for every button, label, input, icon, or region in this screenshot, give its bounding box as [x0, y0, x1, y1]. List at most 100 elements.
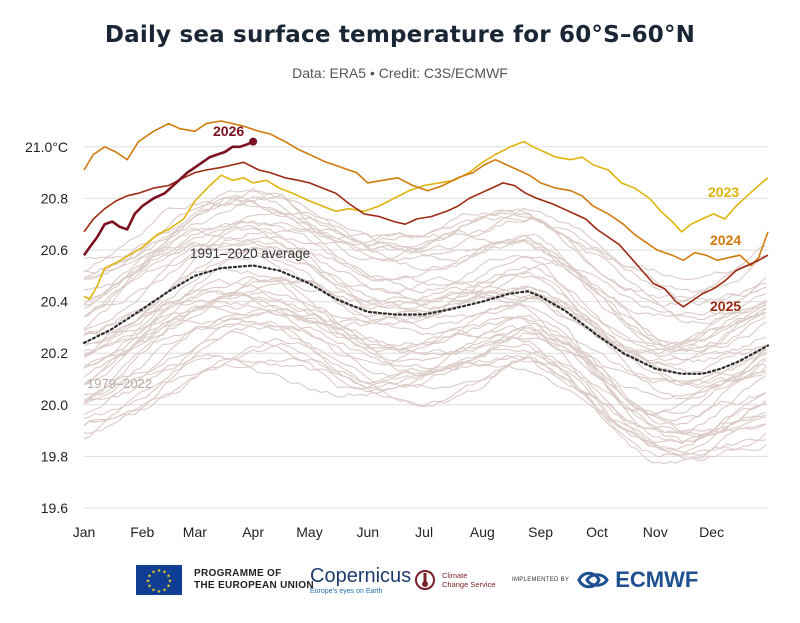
background-year-line: [83, 211, 767, 352]
background-year-line: [83, 310, 767, 458]
background-year-line: [83, 271, 767, 376]
series-line-2025: [83, 161, 769, 308]
y-tick-label: 19.8: [41, 448, 68, 464]
ecmwf-wordmark: ECMWF: [615, 567, 699, 592]
x-tick-label: Feb: [130, 524, 154, 540]
background-year-line: [83, 200, 767, 308]
eu-programme-text: PROGRAMME OF THE EUROPEAN UNION: [194, 568, 314, 592]
label-2025: 2025: [710, 298, 741, 314]
background-year-line: [83, 228, 767, 346]
ccs-text: Climate Change Service: [442, 571, 495, 589]
svg-text:★: ★: [157, 589, 162, 595]
svg-text:★: ★: [146, 579, 151, 585]
svg-text:★: ★: [166, 584, 171, 590]
background-year-line: [83, 299, 767, 415]
background-year-line: [83, 241, 767, 347]
x-tick-label: Jan: [73, 524, 96, 540]
ccs-line-2: Change Service: [442, 580, 496, 589]
series-line-2024: [83, 120, 769, 267]
svg-text:★: ★: [157, 568, 162, 574]
background-year-line: [83, 189, 767, 281]
background-year-line: [83, 276, 767, 385]
ecmwf-swirl-icon: [577, 571, 609, 589]
x-tick-label: Aug: [470, 524, 495, 540]
svg-text:★: ★: [166, 574, 171, 580]
ccs-line-1: Climate: [442, 571, 468, 580]
footer-logos: ★ ★ ★ ★ ★ ★ ★ ★ ★ ★ ★ ★ PROGRAMME OF THE EUROPEAN U…: [0, 555, 800, 615]
background-year-line: [83, 246, 767, 384]
svg-text:★: ★: [147, 584, 152, 590]
background-year-line: [83, 233, 767, 351]
background-year-line: [83, 331, 767, 462]
y-tick-label: 20.8: [41, 190, 68, 206]
background-year-line: [83, 355, 767, 443]
eu-flag-icon: ★ ★ ★ ★ ★ ★ ★ ★ ★ ★ ★ ★: [136, 565, 182, 595]
copernicus-wordmark: Copernicus: [310, 565, 412, 587]
implemented-by-text: IMPLEMENTED BY: [512, 577, 570, 583]
background-year-line: [83, 261, 767, 349]
label-background-years: 1979–2022: [87, 376, 152, 391]
background-year-line: [83, 278, 767, 387]
ecmwf-logo: IMPLEMENTED BY ECMWF: [512, 555, 698, 605]
svg-text:★: ★: [162, 570, 167, 576]
chart-subtitle: Data: ERA5 • Credit: C3S/ECMWF: [292, 65, 508, 81]
label-2023: 2023: [708, 184, 739, 200]
x-tick-label: Jul: [415, 524, 433, 540]
ccs-emblem-icon: [415, 570, 435, 590]
series-layer: [82, 120, 770, 375]
chart-title: Daily sea surface temperature for 60°S–6…: [104, 22, 696, 48]
x-tick-label: Dec: [699, 524, 724, 540]
x-tick-label: Sep: [528, 524, 553, 540]
ccs-logo: Climate Change Service: [414, 555, 495, 605]
y-tick-label: 20.6: [41, 242, 68, 258]
background-year-line: [83, 255, 767, 389]
background-year-line: [83, 350, 767, 445]
svg-text:★: ★: [151, 570, 156, 576]
y-tick-label: 20.4: [41, 294, 68, 310]
svg-text:★: ★: [168, 579, 173, 585]
background-year-line: [83, 220, 767, 317]
background-year-line: [83, 308, 767, 436]
background-year-line: [83, 356, 767, 465]
axis-layer: 19.6 19.8 20.0 20.2 20.4 20.6 20.8 21.0°C Jan Feb…: [25, 139, 724, 540]
label-2026: 2026: [213, 123, 244, 139]
background-year-line: [83, 279, 767, 400]
y-tick-label: 21.0°C: [25, 139, 68, 155]
eu-line-1: PROGRAMME OF: [194, 568, 282, 579]
label-layer: 2026 2023 2024 2025 1991–2020 average 1979–20…: [87, 123, 741, 391]
background-year-line: [83, 224, 767, 353]
x-tick-label: Jun: [356, 524, 379, 540]
background-year-line: [83, 305, 767, 444]
x-tick-label: Nov: [643, 524, 668, 540]
x-tick-label: Apr: [242, 524, 264, 540]
x-tick-label: Mar: [183, 524, 207, 540]
background-year-line: [83, 248, 767, 363]
label-average: 1991–2020 average: [190, 246, 310, 261]
y-tick-label: 20.0: [41, 397, 68, 413]
svg-text:★: ★: [147, 574, 152, 580]
label-2024: 2024: [710, 232, 741, 248]
background-year-line: [83, 304, 767, 435]
x-tick-label: Oct: [586, 524, 608, 540]
background-year-line: [83, 228, 767, 355]
svg-text:★: ★: [162, 588, 167, 594]
series-line-2023: [83, 140, 769, 300]
eu-logo: ★ ★ ★ ★ ★ ★ ★ ★ ★ ★ ★ ★ PROGRAMME OF THE EUROPEAN U…: [136, 555, 314, 605]
background-years-layer: [83, 188, 767, 465]
copernicus-tagline: Europe's eyes on Earth: [310, 588, 383, 595]
series-line-2026: [82, 140, 254, 256]
x-tick-label: May: [296, 524, 322, 540]
series-2026-end-marker: [249, 137, 258, 146]
y-tick-label: 19.6: [41, 500, 68, 516]
background-year-line: [84, 194, 767, 306]
background-year-line: [83, 325, 767, 434]
svg-text:★: ★: [151, 588, 156, 594]
background-year-line: [83, 196, 767, 293]
y-tick-label: 20.2: [41, 345, 68, 361]
background-year-line: [83, 188, 767, 303]
background-year-line: [83, 290, 767, 400]
background-year-line: [83, 273, 767, 362]
copernicus-logo: Copernicus Europe's eyes on Earth: [310, 555, 411, 605]
series-line-average: [82, 264, 770, 375]
